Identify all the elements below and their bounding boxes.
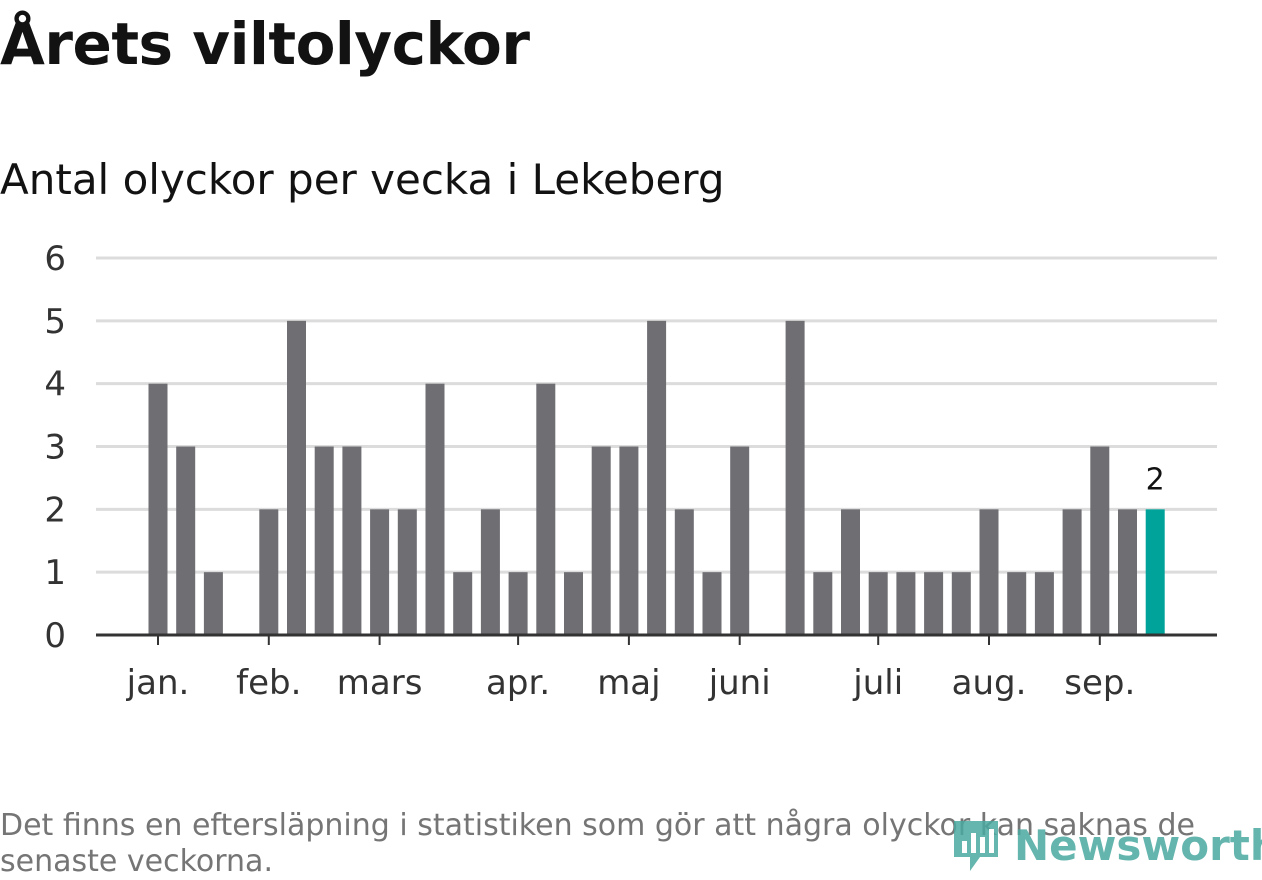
- y-tick-label: 2: [44, 490, 66, 530]
- bar: [370, 509, 390, 635]
- bar: [453, 572, 473, 635]
- bar: [674, 509, 694, 635]
- y-tick-label: 4: [44, 365, 66, 405]
- bar: [480, 509, 500, 635]
- bar: [1118, 509, 1137, 635]
- newsworthy-logo-icon: [954, 821, 998, 871]
- x-tick-label: jan.: [126, 663, 190, 703]
- bar: [924, 572, 944, 635]
- chart-title: Årets viltolyckor: [0, 10, 530, 78]
- bar: [730, 446, 750, 635]
- y-tick-label: 6: [44, 239, 66, 279]
- x-tick-label: juni: [708, 663, 771, 703]
- bar: [979, 509, 999, 635]
- bar: [342, 446, 362, 635]
- bar: [1090, 446, 1110, 635]
- chart-subtitle: Antal olyckor per vecka i Lekeberg: [0, 155, 725, 204]
- bar: [314, 446, 334, 635]
- bar: [1007, 572, 1027, 635]
- bar: [647, 320, 667, 635]
- bar: [951, 572, 971, 635]
- x-tick-label: sep.: [1064, 663, 1135, 703]
- y-tick-label: 0: [44, 616, 66, 656]
- y-tick-label: 3: [44, 428, 66, 468]
- last-value-label: 2: [1146, 462, 1165, 497]
- bar: [868, 572, 888, 635]
- newsworthy-logo: Newsworthy: [950, 812, 1262, 878]
- bar: [591, 446, 611, 635]
- bar-highlight: [1145, 509, 1165, 635]
- bar: [1034, 572, 1054, 635]
- x-tick-label: apr.: [486, 663, 550, 703]
- bar: [259, 509, 279, 635]
- x-tick-label: juli: [852, 663, 903, 703]
- x-tick-label: maj: [597, 663, 660, 703]
- bar: [536, 383, 556, 635]
- x-tick-label: mars: [337, 663, 423, 703]
- bar: [702, 572, 722, 635]
- bar: [564, 572, 583, 635]
- y-tick-label: 5: [44, 302, 66, 342]
- bar: [203, 572, 223, 635]
- y-tick-label: 1: [44, 553, 66, 593]
- bar: [425, 383, 445, 635]
- bar: [148, 383, 168, 635]
- bar: [813, 572, 833, 635]
- bar: [785, 320, 805, 635]
- bar: [397, 509, 417, 635]
- bar: [619, 446, 639, 635]
- bar: [1062, 509, 1082, 635]
- bar: [841, 509, 860, 635]
- newsworthy-logo-text: Newsworthy: [1014, 820, 1262, 870]
- bar: [896, 572, 916, 635]
- bar: [176, 446, 196, 635]
- x-tick-label: aug.: [952, 663, 1027, 703]
- x-tick-label: feb.: [236, 663, 301, 703]
- bar: [508, 572, 528, 635]
- bar: [287, 320, 306, 635]
